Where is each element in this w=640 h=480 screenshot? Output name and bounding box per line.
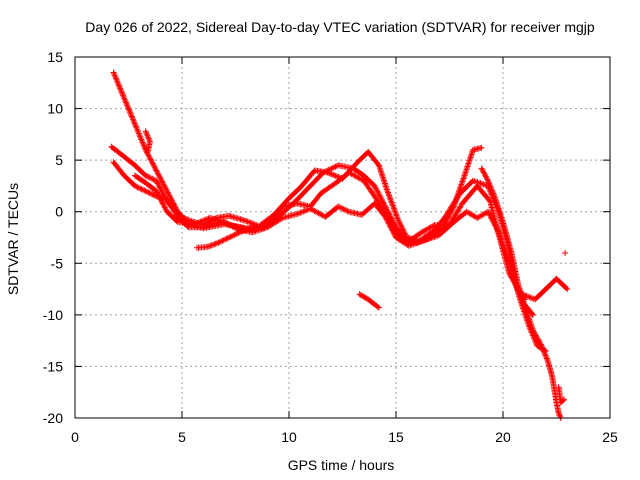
y-tick-label: -5 xyxy=(51,255,64,271)
series-track-d xyxy=(131,172,549,354)
series-track-g xyxy=(356,291,382,311)
gridlines xyxy=(75,57,610,418)
x-tick-label: 0 xyxy=(71,429,79,445)
y-tick-label: 10 xyxy=(47,101,63,117)
series-track-j xyxy=(555,384,567,406)
x-tick-label: 10 xyxy=(281,429,297,445)
y-tick-label: 0 xyxy=(55,204,63,220)
data-points xyxy=(555,384,567,406)
data-points xyxy=(142,128,153,155)
data-points xyxy=(562,250,569,256)
plot-area xyxy=(108,69,571,421)
data-points xyxy=(519,275,571,303)
plot-frame xyxy=(74,56,611,419)
y-tick-label: 5 xyxy=(55,152,63,168)
series-track-i xyxy=(519,275,571,303)
series-track-e xyxy=(142,128,153,155)
series-track-f xyxy=(194,224,256,251)
axes-box xyxy=(74,56,611,419)
series-track-h xyxy=(478,165,564,421)
x-tick-label: 25 xyxy=(602,429,618,445)
y-tick-label: -10 xyxy=(43,307,63,323)
y-tick-label: 15 xyxy=(47,49,63,65)
y-tick-label: -20 xyxy=(43,410,63,426)
data-points xyxy=(194,224,256,251)
data-points xyxy=(131,172,549,354)
y-axis-label: SDTVAR / TECUs xyxy=(5,183,21,295)
x-tick-label: 5 xyxy=(178,429,186,445)
x-tick-label: 15 xyxy=(388,429,404,445)
y-tick-label: -15 xyxy=(43,358,63,374)
x-tick-label: 20 xyxy=(495,429,511,445)
data-points xyxy=(356,291,382,311)
data-points xyxy=(478,165,564,421)
x-axis-label: GPS time / hours xyxy=(288,457,395,473)
axis-ticks: 0 5 10 15 20 25 15 10 5 0 -5 -10 -15 -20 xyxy=(43,49,618,445)
series-track-k xyxy=(562,250,569,256)
chart-title: Day 026 of 2022, Sidereal Day-to-day VTE… xyxy=(85,19,595,35)
